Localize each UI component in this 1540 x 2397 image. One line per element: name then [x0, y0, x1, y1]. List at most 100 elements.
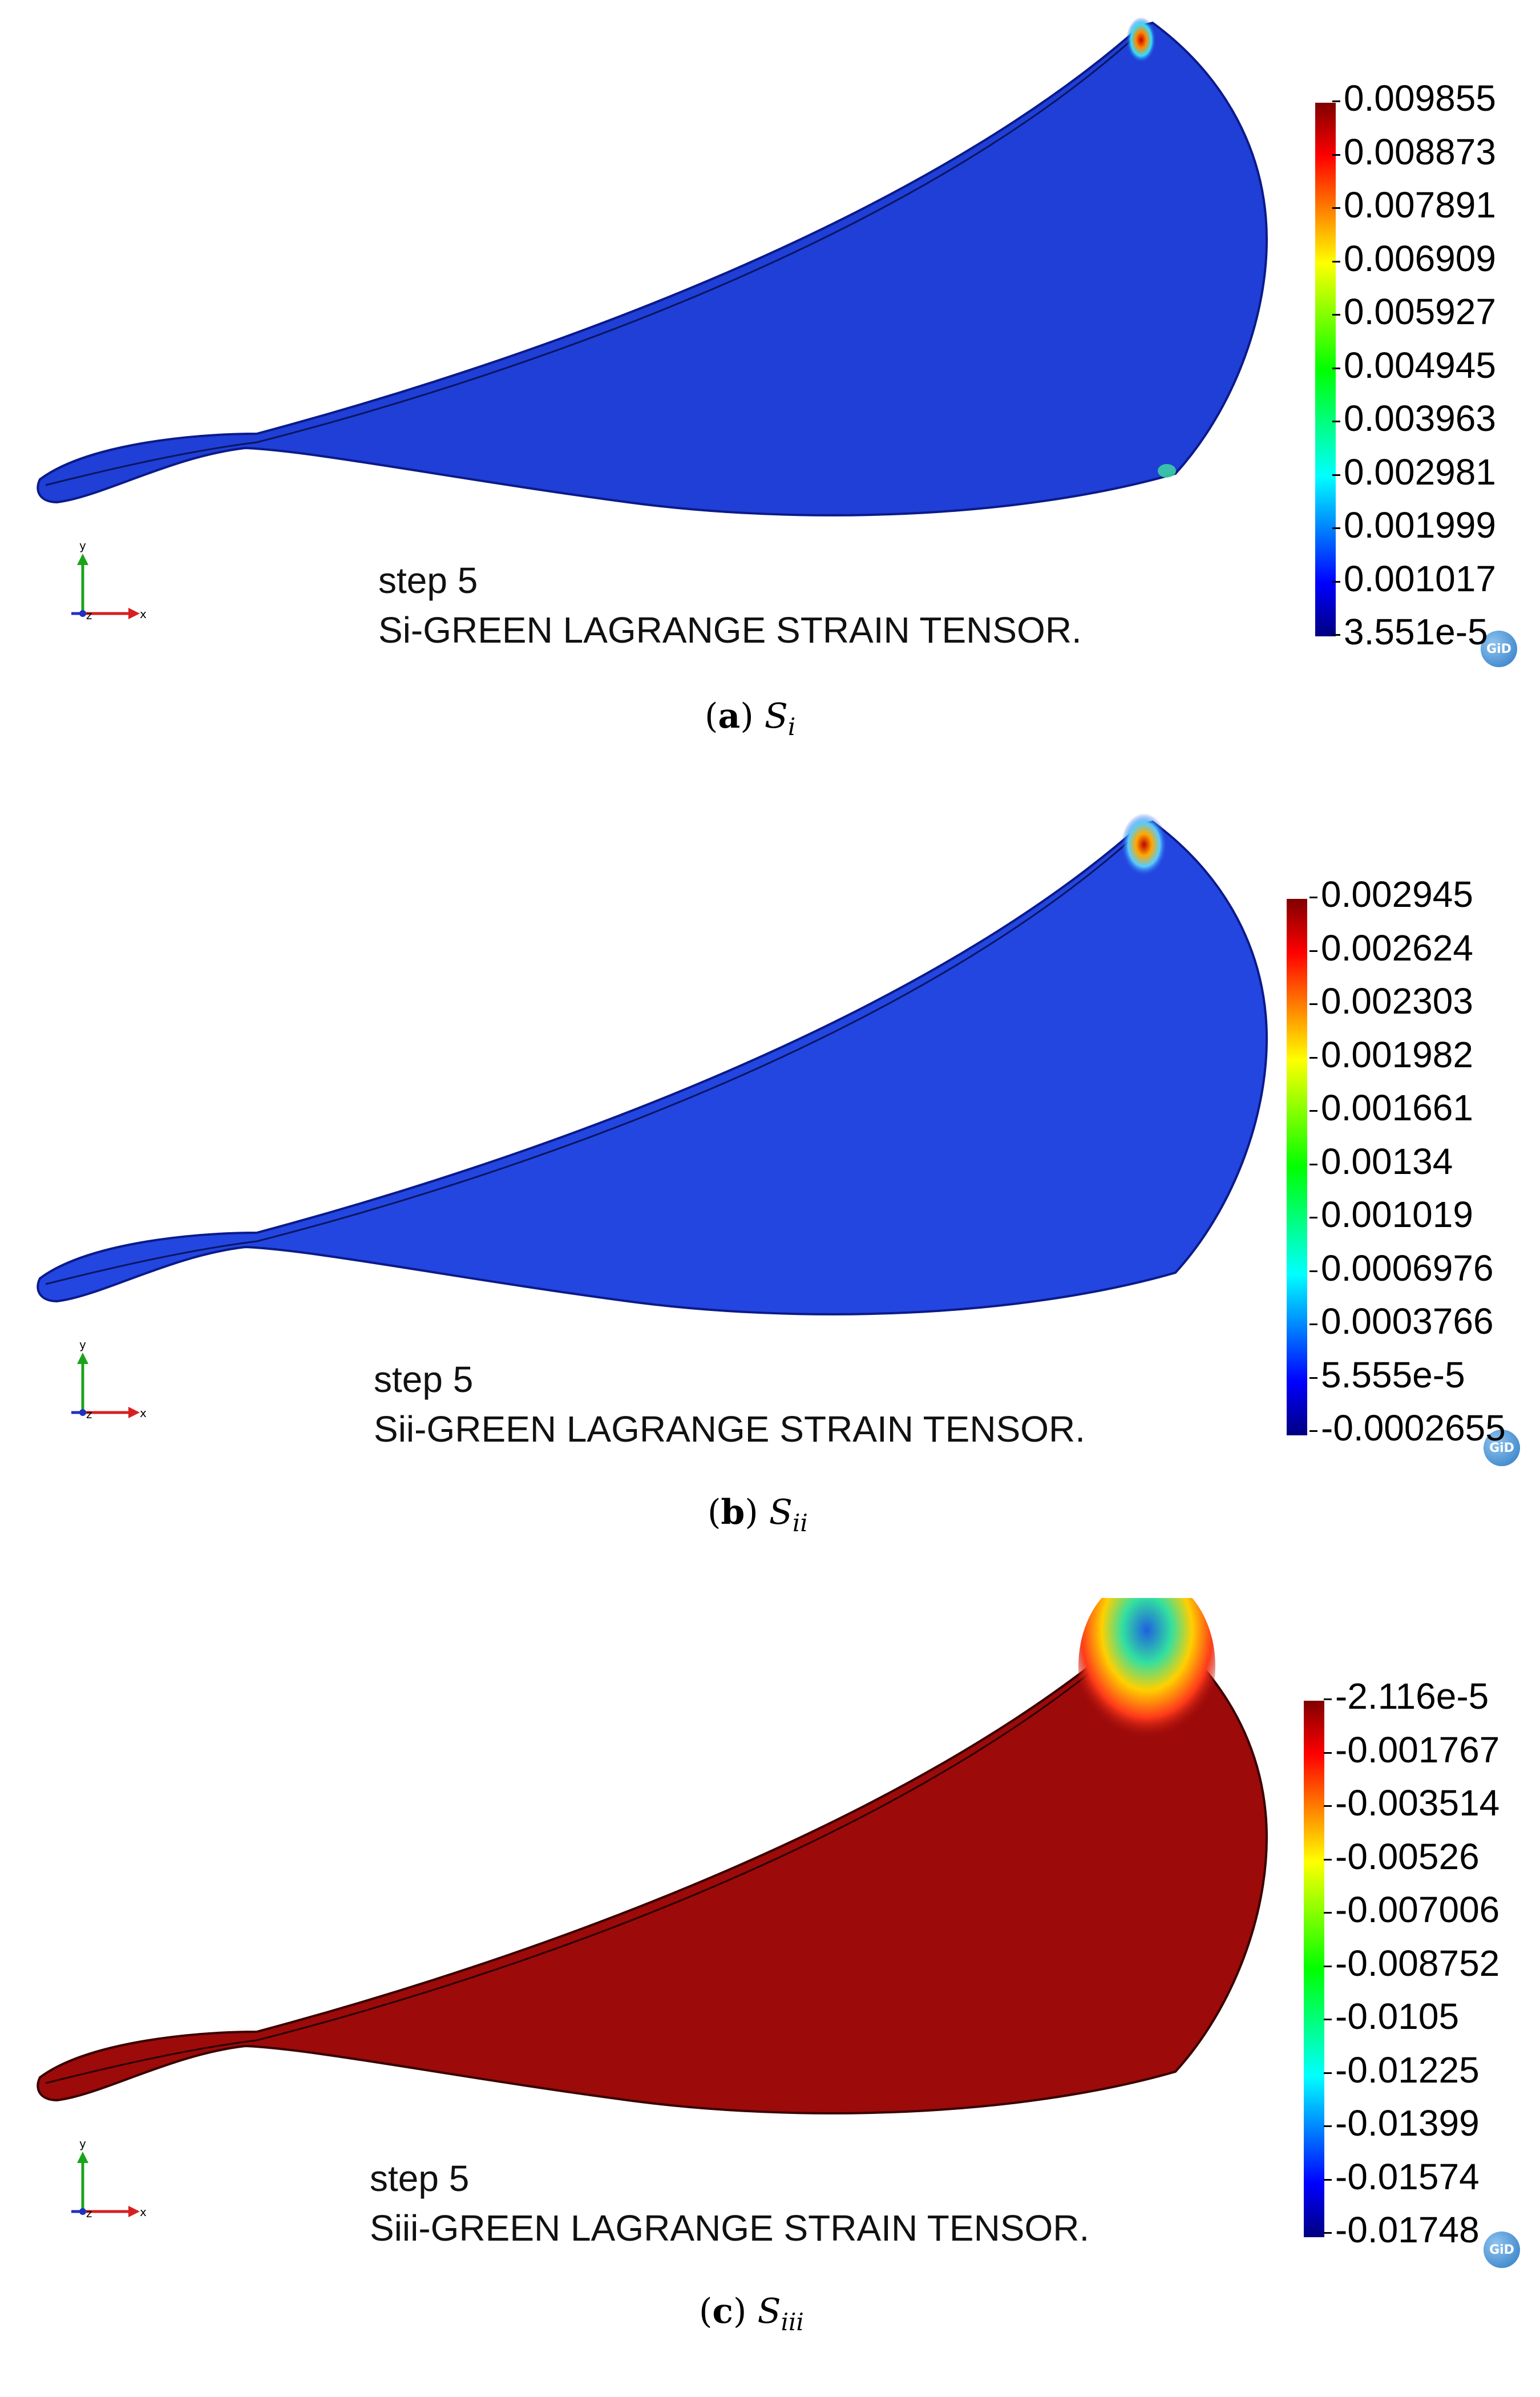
strain-hotspot — [1126, 17, 1156, 63]
colorbar-tick-label: 0.005927 — [1344, 291, 1496, 332]
colorbar-tick-label: 0.003963 — [1344, 398, 1496, 439]
caption: (b) Sii — [708, 1492, 808, 1537]
colorbar-tick-mark — [1309, 950, 1317, 952]
colorbar-tick-label: -0.008752 — [1335, 1942, 1500, 1984]
colorbar-tick-label: -0.0105 — [1335, 1996, 1460, 2037]
colorbar-tick-mark — [1324, 2178, 1332, 2181]
caption: (c) Siii — [699, 2291, 804, 2336]
panel-a: y x z step 5 Si-GREEN LAGRANGE STRAIN TE… — [0, 0, 1540, 799]
colorbar-tick-label: -2.116e-5 — [1335, 1676, 1489, 1717]
colorbar-tick-label: 0.002981 — [1344, 451, 1496, 493]
z-axis-label: z — [86, 608, 92, 622]
colorbar-tick-mark — [1309, 1323, 1317, 1325]
colorbar-tick-label: -0.01748 — [1335, 2209, 1480, 2250]
colorbar-tick-mark — [1309, 1377, 1317, 1379]
caption-subscript: ii — [792, 1509, 808, 1537]
caption-symbol: S — [757, 2291, 781, 2331]
colorbar — [1287, 899, 1307, 1435]
colorbar-tick-label: -0.003514 — [1335, 1782, 1500, 1823]
colorbar-tick-label: 0.001661 — [1321, 1087, 1473, 1128]
colorbar-tick-mark — [1309, 1003, 1317, 1005]
colorbar-tick-mark — [1324, 1805, 1332, 1807]
colorbar-tick-mark — [1332, 527, 1340, 529]
colorbar-tick-label: -0.007006 — [1335, 1889, 1500, 1930]
gid-logo-icon: GiD — [1484, 2231, 1520, 2268]
result-label: Siii-GREEN LAGRANGE STRAIN TENSOR. — [370, 2208, 1090, 2249]
colorbar-tick-label: 0.006909 — [1344, 237, 1496, 279]
colorbar-tick-mark — [1309, 897, 1317, 898]
colorbar-tick-label: 0.007891 — [1344, 184, 1496, 225]
z-axis-label: z — [86, 1407, 92, 1421]
blade-plot: y x z — [37, 1598, 1268, 2220]
colorbar-tick-mark — [1324, 1752, 1332, 1754]
caption-letter: a — [718, 696, 741, 736]
gid-logo-icon: GiD — [1484, 1430, 1520, 1466]
colorbar-tick-mark — [1309, 1270, 1317, 1272]
colorbar-tick-mark — [1309, 1430, 1317, 1432]
blade-plot: y x z — [37, 17, 1268, 622]
colorbar-tick-label: 0.002624 — [1321, 927, 1473, 969]
blade-surface — [37, 21, 1268, 516]
blade-plot: y x z — [37, 813, 1268, 1421]
step-label: step 5 — [370, 2158, 470, 2199]
colorbar-tick-label: 3.551e-5 — [1344, 611, 1488, 652]
caption-letter: b — [721, 1492, 745, 1532]
x-axis-label: x — [140, 1406, 147, 1420]
result-label: Si-GREEN LAGRANGE STRAIN TENSOR. — [378, 610, 1082, 651]
y-axis-label: y — [79, 1338, 86, 1351]
colorbar-tick-mark — [1324, 2019, 1332, 2020]
colorbar-tick-label: 0.0006976 — [1321, 1247, 1494, 1289]
caption-subscript: i — [787, 713, 796, 741]
axis-triad-icon: y x z — [71, 2137, 147, 2220]
panel-b: y x z step 5 Sii-GREEN LAGRANGE STRAIN T… — [0, 799, 1540, 1598]
colorbar-tick-label: 0.00134 — [1321, 1140, 1453, 1182]
colorbar-tick-mark — [1332, 580, 1340, 583]
colorbar-tick-mark — [1332, 474, 1340, 476]
colorbar-tick-label: 0.001017 — [1344, 558, 1496, 599]
colorbar-tick-label: 0.008873 — [1344, 131, 1496, 172]
colorbar-tick-label: -0.00526 — [1335, 1835, 1480, 1877]
colorbar-tick-mark — [1332, 100, 1340, 102]
colorbar-tick-label: -0.01574 — [1335, 2156, 1480, 2197]
colorbar-tick-mark — [1324, 2232, 1332, 2234]
result-label: Sii-GREEN LAGRANGE STRAIN TENSOR. — [374, 1409, 1086, 1450]
colorbar-tick-mark — [1332, 260, 1340, 263]
strain-hotspot — [1121, 813, 1167, 876]
axis-triad-icon: y x z — [71, 1338, 147, 1421]
step-label: step 5 — [378, 560, 478, 601]
panel-c: y x z step 5 Siii-GREEN LAGRANGE STRAIN … — [0, 1598, 1540, 2397]
colorbar-tick-label: 0.001982 — [1321, 1034, 1473, 1075]
colorbar-tick-label: 0.002303 — [1321, 980, 1473, 1022]
caption-symbol: S — [764, 696, 788, 736]
strain-hotspot-secondary — [1158, 464, 1176, 478]
colorbar-tick-mark — [1324, 2072, 1332, 2074]
colorbar-tick-label: 0.0003766 — [1321, 1301, 1494, 1342]
colorbar-tick-label: 0.002945 — [1321, 874, 1473, 915]
z-axis-label: z — [86, 2206, 92, 2220]
colorbar-tick-label: 0.001999 — [1344, 505, 1496, 546]
colorbar-tick-mark — [1324, 1858, 1332, 1861]
x-axis-label: x — [140, 2205, 147, 2219]
colorbar-tick-mark — [1324, 2125, 1332, 2127]
y-axis-label: y — [79, 2137, 86, 2150]
caption-subscript: iii — [781, 2308, 804, 2336]
colorbar-tick-mark — [1332, 421, 1340, 422]
caption-letter: c — [712, 2291, 733, 2331]
caption: (a) Si — [705, 696, 796, 741]
colorbar-tick-mark — [1332, 367, 1340, 369]
strain-hotspot — [1078, 1598, 1215, 1758]
colorbar-tick-mark — [1324, 1965, 1332, 1967]
step-label: step 5 — [374, 1359, 474, 1400]
colorbar-tick-mark — [1332, 634, 1340, 636]
colorbar-tick-mark — [1324, 1912, 1332, 1914]
colorbar-tick-mark — [1332, 314, 1340, 316]
colorbar-tick-label: 5.555e-5 — [1321, 1354, 1465, 1395]
colorbar-tick-label: 0.001019 — [1321, 1194, 1473, 1235]
colorbar — [1304, 1701, 1324, 2237]
colorbar — [1315, 103, 1336, 636]
y-axis-label: y — [79, 539, 86, 552]
blade-surface — [37, 1619, 1268, 2114]
blade-surface — [37, 820, 1268, 1315]
gid-logo-icon: GiD — [1481, 631, 1517, 667]
axis-triad-icon: y x z — [71, 539, 147, 622]
